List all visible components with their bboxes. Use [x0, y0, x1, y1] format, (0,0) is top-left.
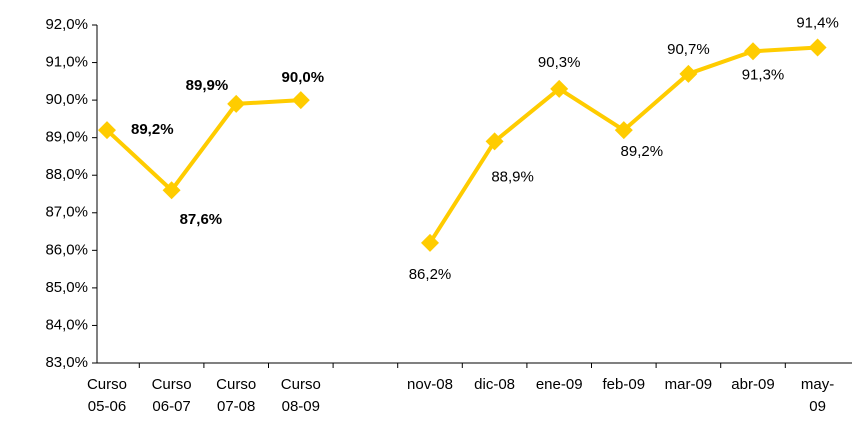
data-label: 87,6% — [180, 211, 223, 228]
x-tick-label: Curso 05-06 — [86, 376, 127, 415]
x-tick-label: Curso 06-07 — [151, 376, 192, 415]
x-tick-label: nov-08 — [407, 376, 453, 393]
data-label: 89,9% — [186, 77, 229, 94]
marker — [421, 233, 439, 252]
y-tick-label: 92,0% — [45, 16, 88, 33]
marker — [679, 64, 698, 83]
data-label: 90,3% — [538, 54, 581, 71]
y-tick-label: 87,0% — [45, 204, 88, 221]
x-tick-label: may-09 — [800, 376, 835, 415]
marker — [291, 91, 310, 110]
marker — [550, 79, 569, 98]
marker — [808, 38, 827, 57]
data-label: 86,2% — [409, 266, 452, 283]
y-tick-label: 88,0% — [45, 166, 88, 183]
data-label: 91,3% — [742, 66, 785, 83]
marker — [485, 132, 504, 151]
marker — [98, 121, 116, 140]
x-tick-label: mar-09 — [664, 376, 713, 393]
x-tick-label: Curso 07-08 — [216, 376, 257, 415]
line — [105, 98, 301, 194]
y-tick-label: 84,0% — [45, 316, 88, 333]
marker — [744, 42, 762, 61]
x-tick-label: ene-09 — [535, 376, 583, 393]
data-label: 88,9% — [491, 168, 534, 185]
x-tick-label: abr-09 — [731, 376, 775, 393]
data-label: 90,0% — [282, 69, 325, 86]
y-tick-label: 85,0% — [45, 279, 88, 296]
marker — [227, 94, 246, 113]
marker — [614, 121, 633, 140]
data-label: 89,2% — [131, 121, 174, 138]
y-tick-label: 90,0% — [45, 91, 88, 108]
marker — [162, 181, 181, 200]
y-tick-label: 83,0% — [45, 354, 88, 371]
x-tick-label: Curso 08-09 — [280, 376, 321, 415]
data-label: 89,2% — [621, 143, 664, 160]
y-tick-label: 89,0% — [45, 129, 88, 146]
data-label: 91,4% — [796, 15, 839, 32]
x-tick-label: dic-08 — [474, 376, 516, 393]
x-tick-label: feb-09 — [602, 376, 646, 393]
y-tick-label: 91,0% — [45, 54, 88, 71]
y-tick-label: 86,0% — [45, 241, 88, 258]
data-label: 90,7% — [667, 41, 710, 58]
